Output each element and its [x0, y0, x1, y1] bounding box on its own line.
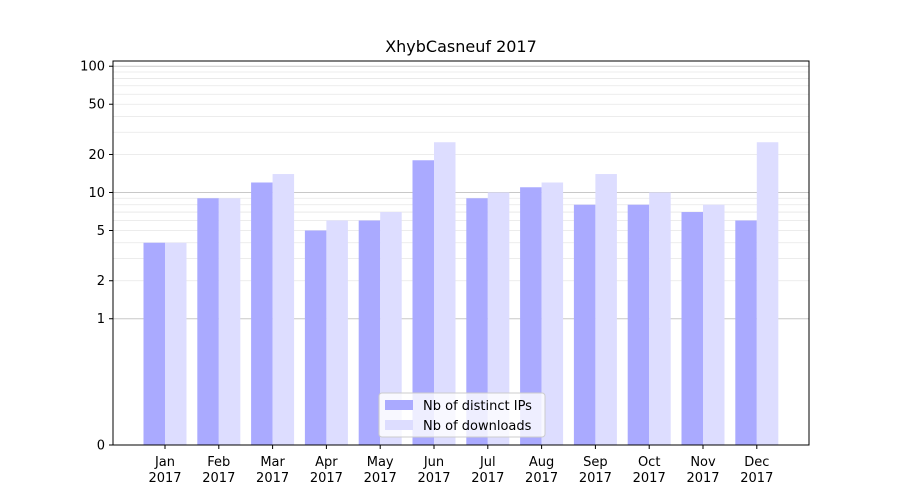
y-axis: 0 1 2 5 10 20 50 100	[80, 60, 113, 454]
bar-distinct-ips	[627, 204, 650, 445]
bar-distinct-ips	[358, 220, 381, 445]
x-tick-label-month: Jan	[154, 455, 175, 470]
y-tick-label: 2	[97, 274, 105, 289]
legend: Nb of distinct IPs Nb of downloads	[378, 392, 546, 438]
x-tick-label-month: Jun	[423, 455, 444, 470]
x-tick-label-month: Jul	[479, 455, 496, 470]
x-tick-label-month: Mar	[260, 455, 285, 470]
bar-downloads	[218, 198, 241, 445]
bar-downloads	[649, 192, 671, 445]
bar-distinct-ips	[143, 242, 165, 445]
x-tick-label-year: 2017	[579, 471, 612, 486]
bar-distinct-ips	[681, 212, 703, 445]
x-tick-label-month: Dec	[744, 455, 769, 470]
bar-distinct-ips	[251, 182, 273, 445]
bar-downloads	[595, 174, 617, 445]
y-tick-label: 5	[97, 224, 105, 239]
x-tick-label-month: Sep	[583, 455, 608, 470]
bar-distinct-ips	[735, 220, 757, 445]
x-tick-label-year: 2017	[310, 471, 343, 486]
bar-downloads	[434, 142, 456, 445]
bar-downloads	[380, 212, 402, 445]
y-tick-label: 100	[80, 60, 105, 75]
bar-downloads	[165, 242, 187, 445]
x-tick-label-month: Nov	[690, 455, 716, 470]
plot-frame	[112, 60, 810, 446]
x-tick-label-year: 2017	[256, 471, 289, 486]
x-tick-label-year: 2017	[633, 471, 666, 486]
bar-downloads	[756, 142, 779, 445]
x-tick-label-month: Aug	[529, 455, 554, 470]
x-tick-label-year: 2017	[471, 471, 504, 486]
x-tick-label-month: Oct	[638, 455, 660, 470]
x-tick-label-year: 2017	[525, 471, 558, 486]
y-tick-label: 1	[97, 312, 105, 327]
x-tick-label-year: 2017	[364, 471, 397, 486]
bar-distinct-ips	[412, 160, 434, 446]
legend-label: Nb of distinct IPs	[423, 399, 532, 414]
y-tick-label: 0	[97, 439, 105, 454]
x-tick-label-month: May	[367, 455, 394, 470]
x-tick-label-year: 2017	[740, 471, 773, 486]
bar-distinct-ips	[466, 198, 488, 445]
legend-label: Nb of downloads	[423, 419, 532, 434]
bar-downloads	[487, 192, 510, 445]
chart-title: XhybCasneuf 2017	[385, 37, 537, 56]
bars-layer	[143, 142, 779, 446]
bar-distinct-ips	[304, 230, 327, 445]
x-tick-label-year: 2017	[148, 471, 181, 486]
y-tick-label: 10	[88, 186, 105, 201]
bar-distinct-ips	[573, 204, 596, 445]
bar-downloads	[703, 204, 725, 445]
x-tick-label-year: 2017	[686, 471, 719, 486]
x-tick-label-year: 2017	[417, 471, 450, 486]
bar-downloads	[272, 174, 295, 445]
y-tick-label: 50	[88, 98, 105, 113]
x-tick-label-month: Feb	[207, 455, 230, 470]
x-axis: Jan2017Feb2017Mar2017Apr2017May2017Jun20…	[148, 445, 773, 486]
legend-box	[378, 392, 546, 438]
x-tick-label-year: 2017	[202, 471, 235, 486]
legend-swatch	[385, 400, 413, 410]
bar-downloads	[326, 220, 348, 445]
x-tick-label-month: Apr	[315, 455, 338, 470]
bar-downloads	[541, 182, 564, 445]
bar-distinct-ips	[197, 198, 219, 445]
y-tick-label: 20	[88, 148, 105, 163]
bar-distinct-ips	[520, 187, 542, 446]
legend-swatch	[385, 420, 413, 430]
